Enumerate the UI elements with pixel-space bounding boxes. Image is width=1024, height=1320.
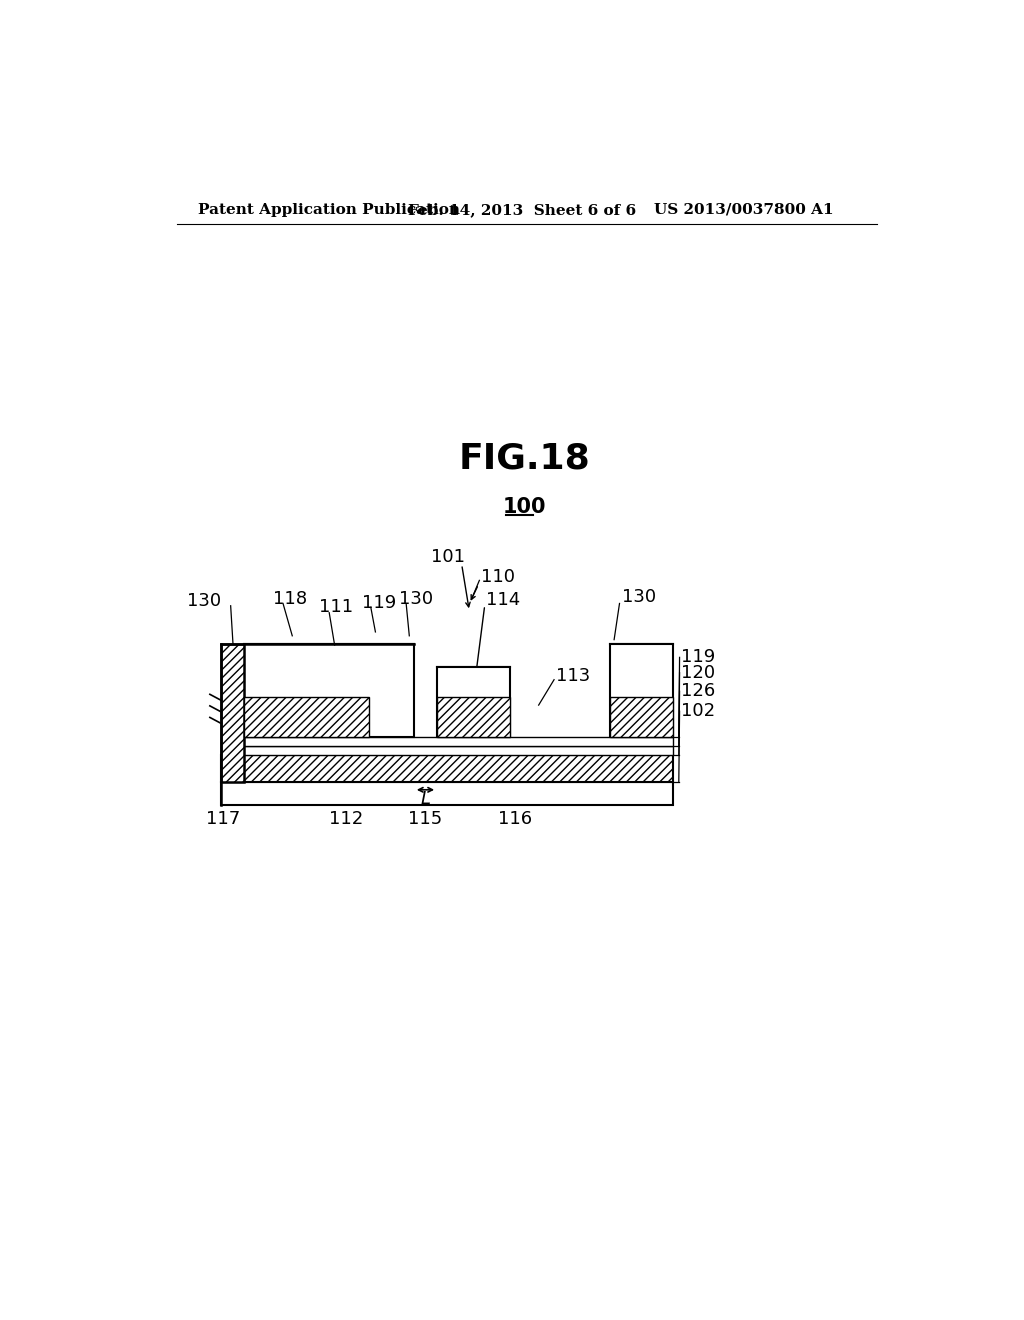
Bar <box>437 667 510 738</box>
Text: 130: 130 <box>622 589 656 606</box>
Text: Feb. 14, 2013  Sheet 6 of 6: Feb. 14, 2013 Sheet 6 of 6 <box>408 203 636 216</box>
Bar <box>437 697 510 738</box>
Bar <box>221 644 244 781</box>
Bar <box>609 697 674 738</box>
Text: 120: 120 <box>681 664 715 681</box>
Text: 117: 117 <box>206 810 240 828</box>
Text: Patent Application Publication: Patent Application Publication <box>199 203 461 216</box>
Text: 111: 111 <box>319 598 353 616</box>
Text: US 2013/0037800 A1: US 2013/0037800 A1 <box>654 203 834 216</box>
Text: 119: 119 <box>361 594 396 611</box>
Text: 118: 118 <box>273 590 307 607</box>
Text: 114: 114 <box>486 590 520 609</box>
Text: 119: 119 <box>681 648 716 667</box>
Text: 116: 116 <box>499 810 532 828</box>
Text: 115: 115 <box>408 810 441 828</box>
Text: 112: 112 <box>329 810 364 828</box>
Text: 102: 102 <box>681 702 715 721</box>
Bar <box>609 644 674 738</box>
Text: 100: 100 <box>503 498 547 517</box>
Text: 130: 130 <box>398 590 433 607</box>
Text: 110: 110 <box>481 568 515 586</box>
Text: L: L <box>421 791 430 808</box>
Bar <box>244 644 414 738</box>
Text: 113: 113 <box>556 667 591 685</box>
Text: FIG.18: FIG.18 <box>459 442 591 475</box>
Bar <box>244 697 370 738</box>
Bar <box>221 781 674 805</box>
Bar <box>221 746 674 755</box>
Text: 126: 126 <box>681 682 716 700</box>
Text: 101: 101 <box>431 548 465 566</box>
Text: 130: 130 <box>187 593 221 610</box>
Bar <box>221 738 674 746</box>
Bar <box>221 755 674 781</box>
